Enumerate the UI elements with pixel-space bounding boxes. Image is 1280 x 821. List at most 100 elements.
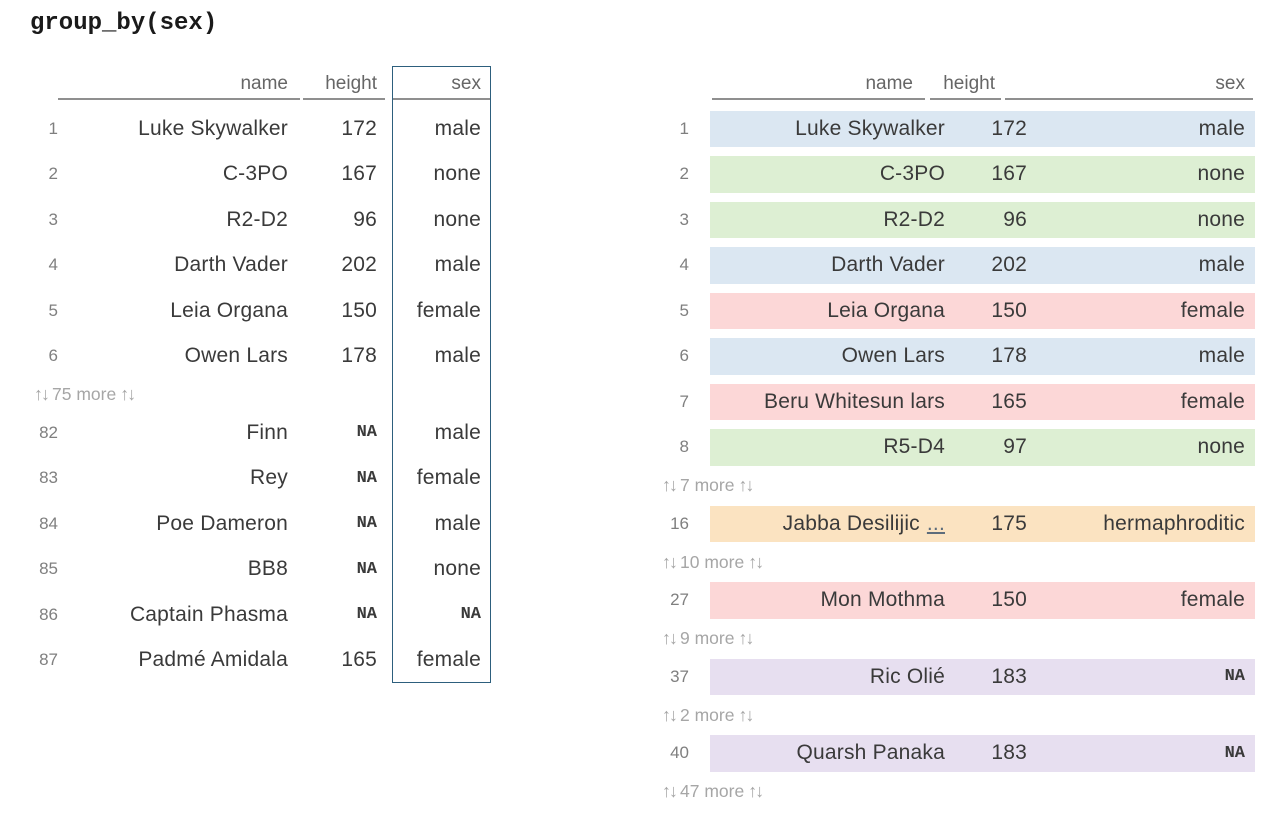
height-cell: 150: [341, 298, 377, 322]
table-row: 27 Mon Mothma 150 female: [660, 578, 1255, 624]
height-cell: 167: [991, 162, 1027, 186]
more-rows-label: 2 more: [680, 704, 735, 725]
sex-cell: none: [1197, 207, 1245, 231]
height-cell: 183: [991, 741, 1027, 765]
height-cell: 165: [341, 648, 377, 672]
sex-cell: male: [1198, 253, 1245, 277]
more-rows-label: 47 more: [680, 781, 745, 801]
sex-cell: male: [1198, 116, 1245, 140]
sex-cell: male: [434, 253, 481, 277]
name-cell: Owen Lars: [184, 344, 288, 368]
more-rows-indicator[interactable]: ↑↓ 75 more ↑↓: [30, 379, 491, 410]
row-number: 86: [39, 604, 58, 624]
row-number: 2: [679, 164, 689, 184]
height-cell: NA: [356, 514, 377, 534]
name-text: Jabba Desilijic: [782, 511, 920, 535]
row-number: 2: [48, 164, 58, 184]
row-number: 16: [670, 513, 689, 533]
sex-cell: male: [434, 344, 481, 368]
up-down-arrows-icon: ↑↓: [738, 475, 754, 495]
row-number: 40: [670, 743, 689, 763]
row-number: 85: [39, 559, 58, 579]
name-cell: Mon Mothma: [820, 588, 945, 612]
sex-cell: female: [416, 298, 481, 322]
row-band: Leia Organa 150 female: [710, 292, 1255, 329]
up-down-arrows-icon: ↑↓: [662, 475, 678, 495]
table-row: 1 Luke Skywalker 172 male: [660, 106, 1255, 152]
table-row: 8 R5-D4 97 none: [660, 425, 1255, 471]
row-band: Luke Skywalker 172 male: [710, 110, 1255, 147]
up-down-arrows-icon: ↑↓: [662, 628, 678, 648]
height-cell: 178: [341, 344, 377, 368]
row-number: 1: [679, 118, 689, 138]
sex-cell: hermaphroditic: [1103, 511, 1245, 535]
height-cell: NA: [356, 423, 377, 443]
truncation-link[interactable]: ...: [926, 511, 945, 535]
more-rows-indicator[interactable]: ↑↓ 9 more ↑↓: [660, 623, 1255, 654]
right-table-header: name height sex: [660, 66, 1255, 100]
table-row: 6 Owen Lars 178 male: [30, 334, 491, 380]
name-cell: R5-D4: [883, 435, 945, 459]
more-rows-label: 7 more: [680, 475, 735, 495]
sex-cell: NA: [460, 605, 481, 625]
name-cell: Luke Skywalker: [138, 116, 288, 140]
row-band: Jabba Desilijic ... 175 hermaphroditic: [710, 505, 1255, 542]
table-row: 7 Beru Whitesun lars 165 female: [660, 379, 1255, 425]
right-table: name height sex 1 Luke Skywalker 172 mal…: [660, 66, 1255, 807]
row-band: R2-D2 96 none: [710, 201, 1255, 238]
name-cell: Rey: [250, 466, 288, 490]
height-cell: 202: [991, 253, 1027, 277]
height-cell: 167: [341, 162, 377, 186]
table-row: 6 Owen Lars 178 male: [660, 334, 1255, 380]
table-row: 16 Jabba Desilijic ... 175 hermaphroditi…: [660, 501, 1255, 547]
row-number: 5: [48, 300, 58, 320]
more-rows-indicator[interactable]: ↑↓ 7 more ↑↓: [660, 470, 1255, 501]
up-down-arrows-icon: ↑↓: [662, 551, 678, 572]
sex-cell: female: [1180, 389, 1245, 413]
table-row: 37 Ric Olié 183 NA: [660, 654, 1255, 700]
row-number: 37: [670, 666, 689, 686]
height-cell: NA: [356, 605, 377, 625]
name-cell: Darth Vader: [831, 253, 945, 277]
left-table-header: name height sex: [30, 66, 491, 100]
table-row: 4 Darth Vader 202 male: [660, 243, 1255, 289]
height-cell: 150: [991, 588, 1027, 612]
up-down-arrows-icon: ↑↓: [748, 781, 764, 801]
height-cell: 97: [1003, 435, 1027, 459]
row-band: R5-D4 97 none: [710, 429, 1255, 466]
sex-cell: none: [433, 557, 481, 581]
up-down-arrows-icon: ↑↓: [738, 628, 754, 648]
more-rows-label: 9 more: [680, 628, 735, 648]
name-cell: Captain Phasma: [129, 602, 288, 626]
name-cell: Leia Organa: [170, 298, 288, 322]
row-number: 4: [48, 255, 58, 275]
table-row: 40 Quarsh Panaka 183 NA: [660, 731, 1255, 777]
sex-cell: none: [1197, 435, 1245, 459]
row-number: 6: [48, 346, 58, 366]
name-cell: Luke Skywalker: [795, 116, 945, 140]
row-number: 87: [39, 650, 58, 670]
height-cell: 172: [991, 116, 1027, 140]
sex-cell: female: [1180, 298, 1245, 322]
up-down-arrows-icon: ↑↓: [662, 781, 678, 801]
row-band: C-3PO 167 none: [710, 156, 1255, 193]
sex-cell: none: [1197, 162, 1245, 186]
name-cell: Jabba Desilijic ...: [710, 512, 947, 536]
name-cell: R2-D2: [883, 207, 945, 231]
table-row: 87 Padmé Amidala 165 female: [30, 638, 491, 684]
up-down-arrows-icon: ↑↓: [662, 704, 678, 725]
more-rows-indicator[interactable]: ↑↓ 10 more ↑↓: [660, 547, 1255, 578]
more-rows-indicator[interactable]: ↑↓ 47 more ↑↓: [660, 776, 1255, 807]
up-down-arrows-icon: ↑↓: [34, 384, 50, 404]
height-cell: 96: [1003, 207, 1027, 231]
row-number-header: [660, 66, 692, 100]
more-rows-indicator[interactable]: ↑↓ 2 more ↑↓: [660, 700, 1255, 731]
row-number: 3: [48, 209, 58, 229]
sex-cell: male: [434, 511, 481, 535]
column-header-height: height: [930, 66, 1001, 100]
row-number: 27: [670, 590, 689, 610]
row-number: 1: [48, 118, 58, 138]
table-row: 82 Finn NA male: [30, 410, 491, 456]
column-header-name: name: [58, 66, 300, 100]
name-cell: Poe Dameron: [156, 511, 288, 535]
